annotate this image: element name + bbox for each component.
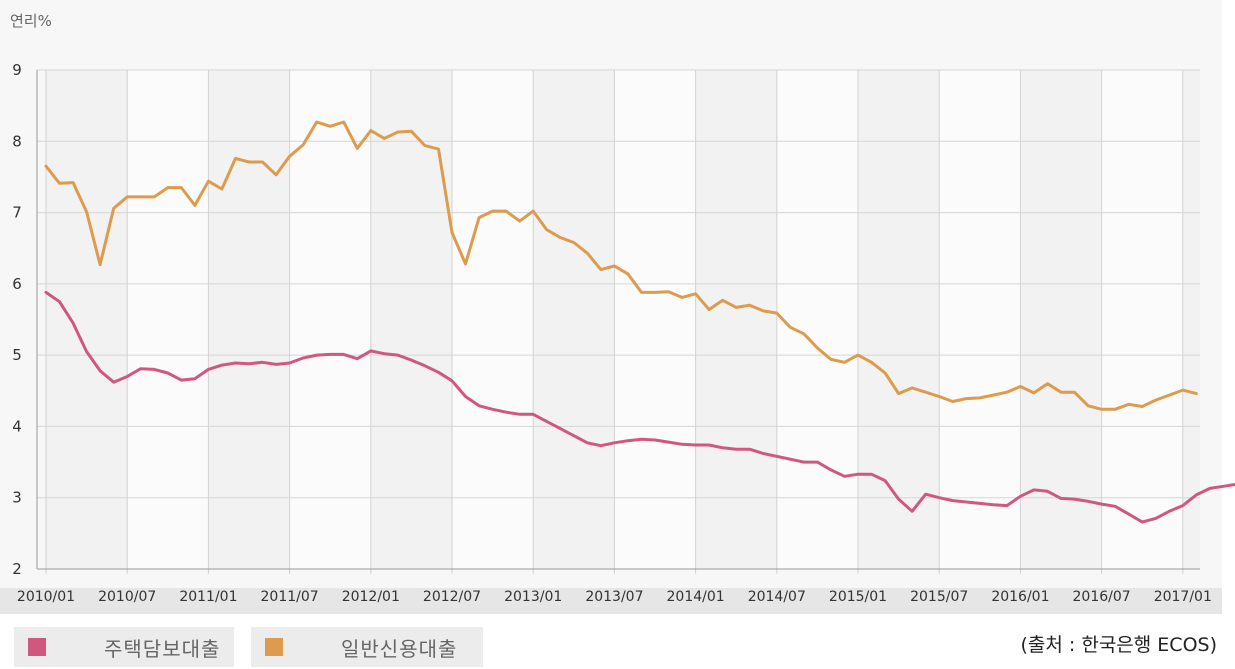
plot-column-band xyxy=(127,70,209,569)
x-tick-label: 2011/07 xyxy=(261,589,319,605)
y-tick-label: 4 xyxy=(12,417,22,435)
x-tick-label: 2017/01 xyxy=(1154,589,1212,605)
legend-item-mortgage[interactable]: 주택담보대출 xyxy=(14,627,234,667)
plot-column-band xyxy=(858,70,940,569)
x-tick-label: 2013/01 xyxy=(504,589,562,605)
plot-column-band xyxy=(289,70,371,569)
line-chart: 2010/01 2010/07 2011/01 2011/07 2012/01 2012/… xyxy=(0,12,1235,614)
x-tick-label: 2014/01 xyxy=(667,589,725,605)
y-tick-label: 2 xyxy=(12,560,22,578)
legend-swatch-mortgage xyxy=(28,638,46,656)
y-axis-title: 연리% xyxy=(10,12,52,30)
y-tick-label: 8 xyxy=(12,132,22,150)
x-tick-label: 2013/07 xyxy=(585,589,643,605)
plot-column-band xyxy=(695,70,777,569)
series-line-credit xyxy=(44,120,1198,411)
plot-column-band xyxy=(452,70,534,569)
plot-column-band xyxy=(208,70,290,569)
y-tick-label: 7 xyxy=(12,204,22,222)
x-tick-label: 2014/07 xyxy=(748,589,806,605)
x-tick-label: 2016/07 xyxy=(1073,589,1131,605)
plot-column-band xyxy=(533,70,615,569)
legend-label-mortgage: 주택담보대출 xyxy=(104,636,221,661)
plot-column-band xyxy=(1101,70,1183,569)
x-tick-label: 2012/01 xyxy=(342,589,400,605)
plot-column-band xyxy=(614,70,696,569)
plot-column-band xyxy=(1020,70,1102,569)
plot-column-band xyxy=(370,70,452,569)
x-tick-label: 2015/01 xyxy=(829,589,887,605)
x-tick-label: 2015/07 xyxy=(910,589,968,605)
x-tick-label: 2012/07 xyxy=(423,589,481,605)
y-tick-label: 3 xyxy=(12,489,22,507)
series-line-mortgage xyxy=(44,290,1235,524)
y-tick-label: 5 xyxy=(12,346,22,364)
x-tick-label: 2010/07 xyxy=(98,589,156,605)
y-tick-label: 6 xyxy=(12,275,22,293)
x-tick-label: 2010/01 xyxy=(17,589,75,605)
x-tick-label: 2011/01 xyxy=(179,589,237,605)
source-note: (출처 : 한국은행 ECOS) xyxy=(1020,634,1217,656)
x-axis-band xyxy=(0,588,1222,614)
legend-label-credit: 일반신용대출 xyxy=(341,636,458,661)
legend-item-credit[interactable]: 일반신용대출 xyxy=(251,627,483,667)
x-tick-label: 2016/01 xyxy=(991,589,1049,605)
y-tick-label: 9 xyxy=(12,61,22,79)
plot-column-band xyxy=(1182,70,1200,569)
plot-column-band xyxy=(46,70,128,569)
plot-column-band xyxy=(776,70,858,569)
plot-column-band xyxy=(939,70,1021,569)
chart-svg: 2010/01 2010/07 2011/01 2011/07 2012/01 2012/… xyxy=(0,12,1235,614)
legend-swatch-credit xyxy=(265,638,283,656)
